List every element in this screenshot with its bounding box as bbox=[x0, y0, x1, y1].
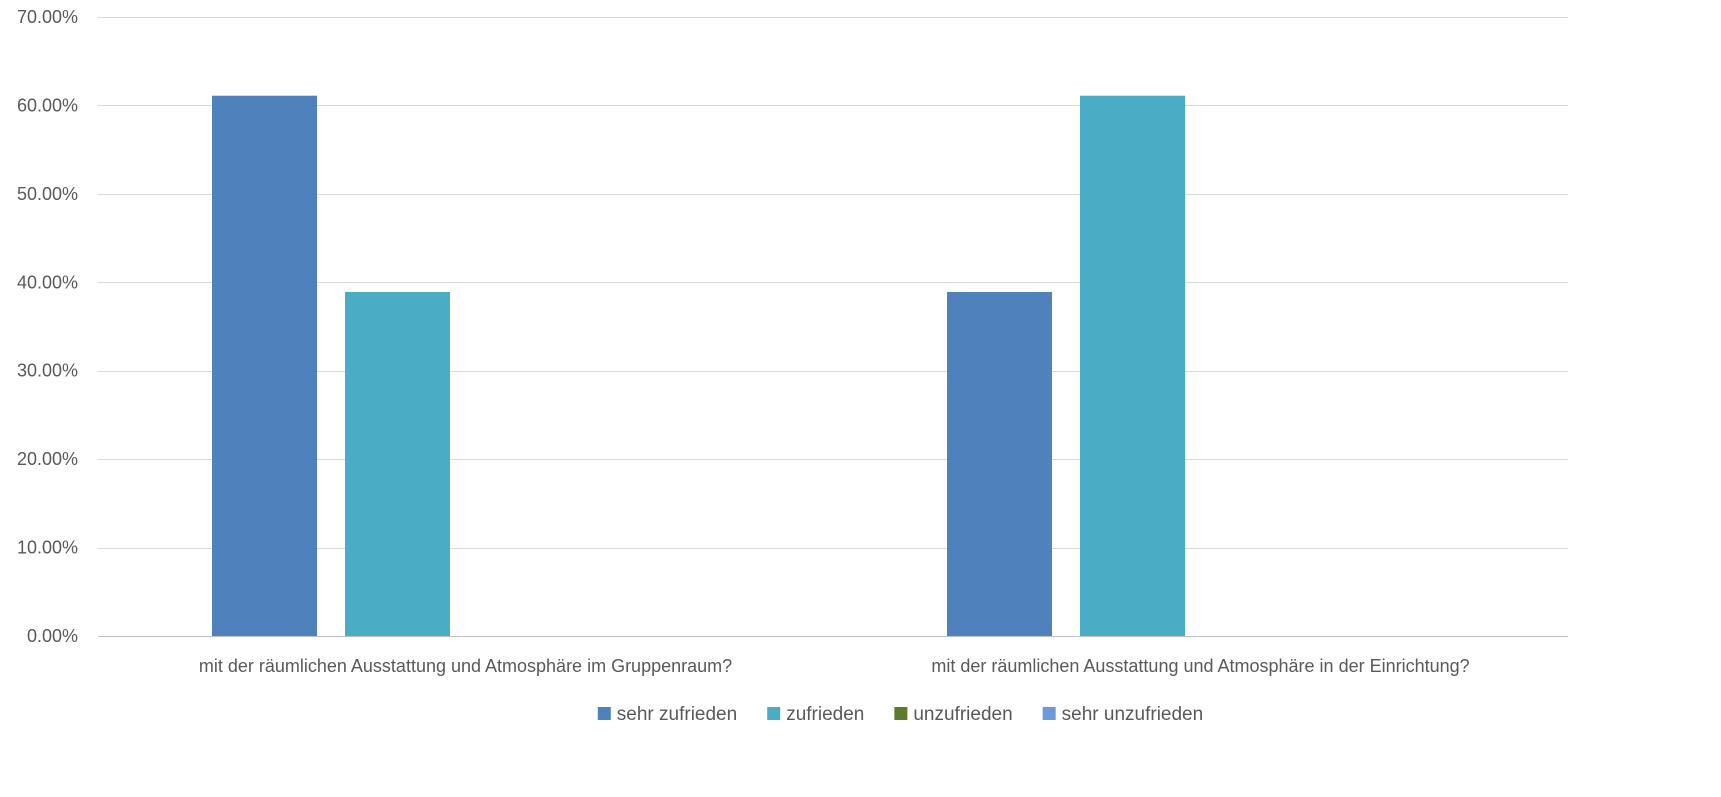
legend-swatch bbox=[767, 707, 781, 720]
bar-sehr-zufrieden-2 bbox=[947, 292, 1052, 636]
legend-label: sehr zufrieden bbox=[617, 704, 737, 725]
x-category-label: mit der räumlichen Ausstattung und Atmos… bbox=[199, 656, 732, 676]
y-tick-label: 0.00% bbox=[27, 626, 78, 646]
y-tick-label: 20.00% bbox=[17, 449, 78, 469]
legend-swatch bbox=[597, 707, 611, 720]
bar-sehr-zufrieden-1 bbox=[212, 95, 317, 637]
bar-zufrieden-2 bbox=[1080, 95, 1185, 637]
y-tick-label: 70.00% bbox=[17, 7, 78, 27]
legend-label: sehr unzufrieden bbox=[1062, 704, 1204, 725]
bars bbox=[212, 95, 1185, 637]
y-tick-label: 60.00% bbox=[17, 95, 78, 115]
legend-swatch bbox=[1042, 707, 1056, 720]
legend-swatch bbox=[894, 707, 908, 720]
bar-zufrieden-1 bbox=[345, 292, 450, 636]
y-axis-tick-labels: 0.00% 10.00% 20.00% 30.00% 40.00% 50.00% 60.00… bbox=[17, 7, 78, 646]
x-category-label: mit der räumlichen Ausstattung und Atmos… bbox=[931, 656, 1469, 676]
y-tick-label: 30.00% bbox=[17, 361, 78, 381]
y-tick-label: 40.00% bbox=[17, 272, 78, 292]
y-tick-label: 50.00% bbox=[17, 184, 78, 204]
y-tick-label: 10.00% bbox=[17, 538, 78, 558]
gridlines bbox=[98, 17, 1568, 637]
legend-label: zufrieden bbox=[786, 704, 864, 725]
x-axis-category-labels: mit der räumlichen Ausstattung und Atmos… bbox=[199, 656, 1470, 676]
legend: sehr zufrieden zufrieden unzufrieden sehr u… bbox=[597, 704, 1204, 725]
legend-label: unzufrieden bbox=[913, 704, 1012, 725]
